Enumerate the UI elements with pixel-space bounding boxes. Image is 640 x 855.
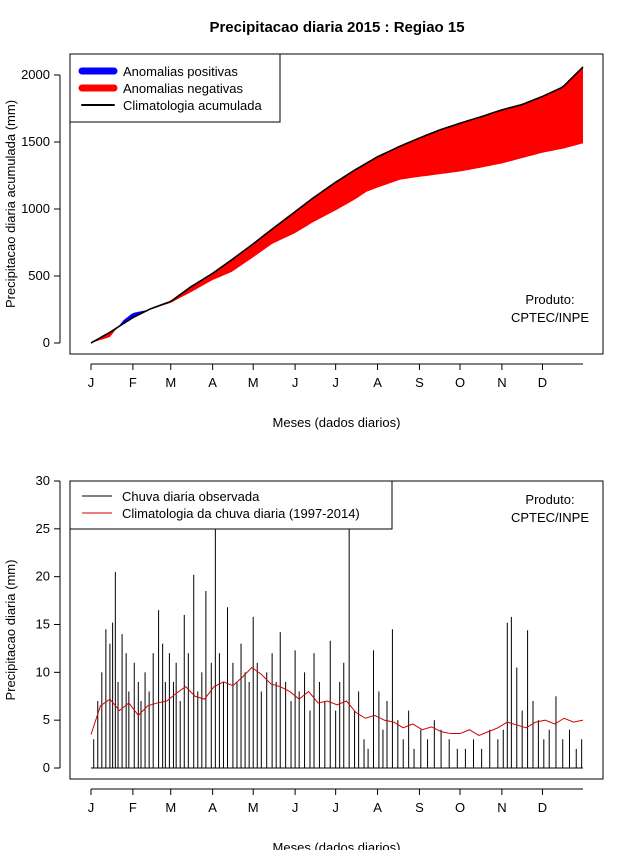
daily-y-tick-label: 15 <box>36 617 50 632</box>
daily-y-tick-label: 0 <box>43 760 50 775</box>
daily-x-tick-label: J <box>88 800 95 815</box>
daily-y-tick-label: 5 <box>43 712 50 727</box>
daily-annotation-line1: Produto: <box>525 492 574 507</box>
daily-x-tick-label: J <box>292 800 299 815</box>
daily-x-axis-label: Meses (dados diarios) <box>273 840 401 850</box>
daily-legend: Chuva diaria observada Climatologia da ch… <box>69 480 393 530</box>
daily-climatology-line <box>90 666 584 737</box>
daily-y-axis-label: Precipitacao diaria (mm) <box>3 560 18 701</box>
daily-x-tick-label: J <box>332 800 339 815</box>
negative-anomaly-area <box>147 66 583 311</box>
accumulated-y-tick-label: 0 <box>43 335 50 350</box>
daily-y-tick-label: 10 <box>36 664 50 679</box>
accumulated-x-tick-label: D <box>538 375 547 390</box>
daily-x-tick-label: M <box>248 800 259 815</box>
accumulated-y-tick-label: 1500 <box>21 134 50 149</box>
accumulated-climatology-line <box>90 66 584 344</box>
accumulated-y-tick-label: 1000 <box>21 201 50 216</box>
daily-legend-label: Chuva diaria observada <box>122 489 260 504</box>
accumulated-legend: Anomalias positivas Anomalias negativas Cl… <box>69 53 281 123</box>
accumulated-x-tick-label: O <box>455 375 465 390</box>
accumulated-legend-label: Climatologia acumulada <box>123 98 263 113</box>
accumulated-x-tick-label: M <box>165 375 176 390</box>
accumulated-plot-frame <box>69 53 604 355</box>
daily-y-tick-label: 20 <box>36 569 50 584</box>
negative-anomaly-area <box>91 328 116 343</box>
daily-y-tick-label: 30 <box>36 473 50 488</box>
chart-title: Precipitacao diaria 2015 : Regiao 15 <box>209 19 464 36</box>
daily-x-tick-label: A <box>208 800 217 815</box>
daily-x-tick-label: M <box>165 800 176 815</box>
daily-panel: 0 5 10 15 20 25 30 J F M A M J J A S O N D Meses (dados dia… <box>3 473 604 855</box>
accumulated-x-tick-label: S <box>415 375 424 390</box>
daily-legend-label: Climatologia da chuva diaria (1997-2014) <box>122 506 360 521</box>
daily-y-tick-label: 25 <box>36 521 50 536</box>
accumulated-x-axis-label: Meses (dados diarios) <box>273 415 401 430</box>
accumulated-annotation-line2: CPTEC/INPE <box>511 310 589 325</box>
daily-annotation-line2: CPTEC/INPE <box>511 510 589 525</box>
accumulated-x-tick-label: A <box>208 375 217 390</box>
accumulated-legend-label: Anomalias positivas <box>123 64 238 79</box>
accumulated-x-tick-label: F <box>129 375 137 390</box>
accumulated-legend-label: Anomalias negativas <box>123 81 243 96</box>
accumulated-y-tick-label: 2000 <box>21 67 50 82</box>
daily-x-tick-label: A <box>373 800 382 815</box>
accumulated-x-tick-label: N <box>497 375 506 390</box>
accumulated-y-tick-label: 500 <box>28 268 50 283</box>
daily-x-tick-label: N <box>497 800 506 815</box>
accumulated-x-tick-label: J <box>88 375 95 390</box>
accumulated-x-tick-label: J <box>292 375 299 390</box>
accumulated-panel: 0 500 1000 1500 2000 J F M A M J J A S O N D Meses (dados… <box>3 53 604 430</box>
positive-anomaly-area <box>115 310 148 331</box>
accumulated-y-axis-label: Precipitacao diaria acumulada (mm) <box>3 100 18 308</box>
accumulated-x-tick-label: J <box>332 375 339 390</box>
accumulated-annotation-line1: Produto: <box>525 292 574 307</box>
daily-x-tick-label: S <box>415 800 424 815</box>
daily-x-tick-label: D <box>538 800 547 815</box>
daily-legend-box <box>69 480 393 530</box>
accumulated-x-tick-label: M <box>248 375 259 390</box>
daily-x-tick-label: O <box>455 800 465 815</box>
accumulated-x-tick-label: A <box>373 375 382 390</box>
daily-x-tick-label: F <box>129 800 137 815</box>
